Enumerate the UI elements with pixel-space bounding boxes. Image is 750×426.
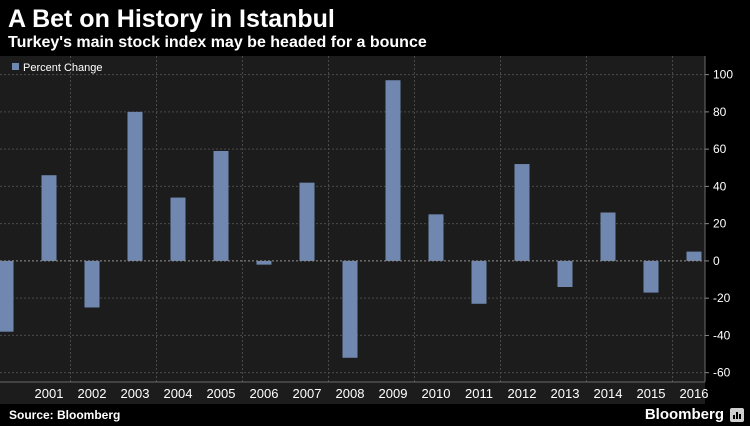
y-tick-labels: -60 -40 -20 0 20 40 60 80 100 [705, 68, 733, 380]
bloomberg-terminal-icon [730, 408, 744, 422]
footer: Source: Bloomberg Bloomberg [0, 404, 750, 426]
x-tick-label: 2015 [637, 386, 666, 401]
x-tick-label: 2012 [508, 386, 537, 401]
y-tick-label: -60 [713, 366, 731, 380]
x-tick-label: 2002 [78, 386, 107, 401]
chart-title: A Bet on History in Istanbul [8, 5, 335, 33]
y-tick-label: -40 [713, 328, 731, 342]
x-tick-label: 2009 [379, 386, 408, 401]
axis-background [705, 56, 750, 404]
bar-2004 [170, 197, 186, 261]
zero-line-group [0, 56, 706, 383]
bar-2016 [686, 251, 702, 261]
bar-2014 [600, 212, 616, 261]
bar-2015 [643, 260, 659, 293]
x-tick-labels: 2001 2002 2003 2004 2005 2006 2007 2008 2009 2010… [35, 386, 709, 401]
source-label: Source: Bloomberg [9, 408, 121, 422]
x-tick-label: 2006 [250, 386, 279, 401]
legend-swatch [12, 63, 19, 70]
y-tick-label: 80 [713, 105, 727, 119]
bar-2007 [299, 182, 315, 261]
x-tick-label: 2001 [35, 386, 64, 401]
y-tick-label: 60 [713, 142, 727, 156]
y-tick-label: 20 [713, 217, 727, 231]
bar-2000 [0, 260, 14, 332]
x-tick-label: 2010 [422, 386, 451, 401]
bar-2011 [471, 260, 487, 304]
x-tick-label: 2013 [551, 386, 580, 401]
x-tick-label: 2011 [465, 386, 493, 401]
bloomberg-logo: Bloomberg [644, 406, 724, 423]
bar-2002 [84, 260, 100, 308]
bar-2008 [342, 260, 358, 358]
chart-subtitle: Turkey's main stock index may be headed … [8, 34, 427, 51]
bar-2009 [385, 80, 401, 261]
bar-2001 [41, 175, 57, 261]
legend-label: Percent Change [23, 62, 103, 74]
x-tick-label: 2014 [594, 386, 623, 401]
chart-area: -60 -40 -20 0 20 40 60 80 100 2001 2002 2003 2004 20… [0, 56, 750, 404]
x-tick-label: 2004 [164, 386, 193, 401]
y-tick-label: -20 [713, 291, 731, 305]
x-tick-label: 2007 [293, 386, 322, 401]
bars [0, 80, 702, 358]
bar-2005 [213, 151, 229, 261]
x-tick-label: 2016 [680, 386, 709, 401]
bar-2012 [514, 164, 530, 261]
bar-2013 [557, 260, 573, 287]
x-tick-label: 2008 [336, 386, 365, 401]
y-tick-label: 40 [713, 179, 727, 193]
bar-2003 [127, 111, 143, 261]
x-tick-label: 2003 [121, 386, 150, 401]
bar-2010 [428, 214, 444, 261]
x-tick-label: 2005 [207, 386, 236, 401]
legend: Percent Change [12, 62, 103, 74]
y-tick-label: 0 [713, 254, 720, 268]
bar-2006 [256, 260, 272, 265]
y-tick-label: 100 [713, 68, 733, 82]
